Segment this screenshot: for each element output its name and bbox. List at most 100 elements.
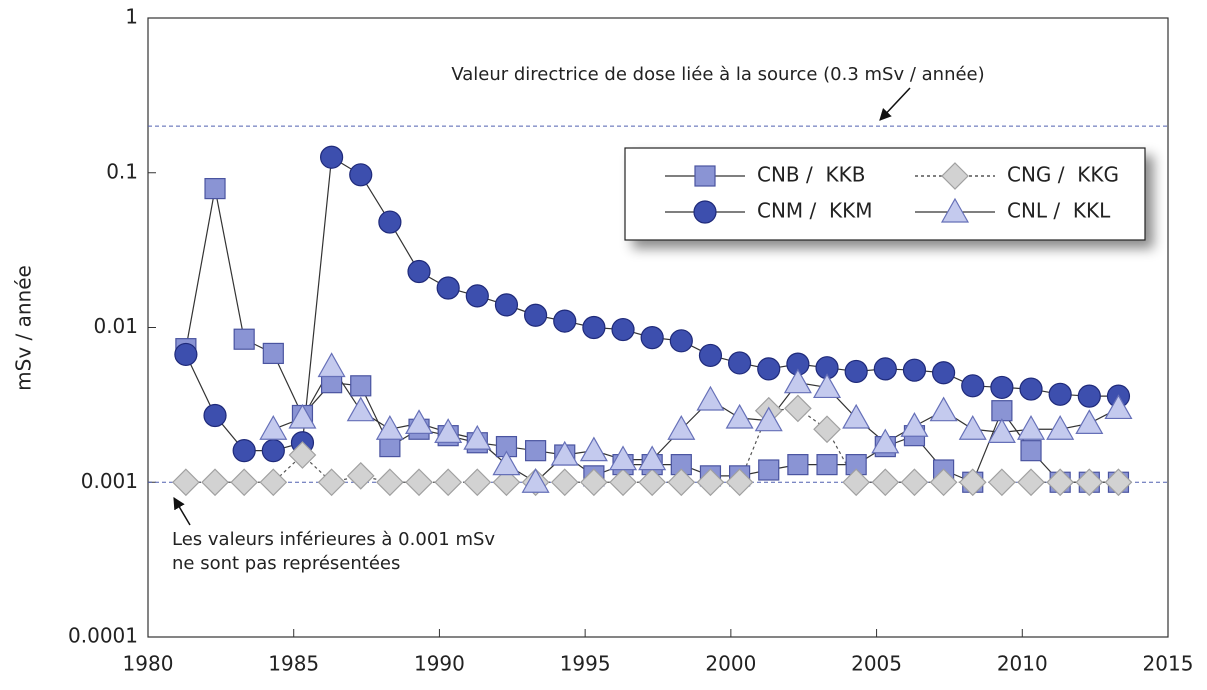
marker	[261, 439, 285, 463]
marker	[727, 351, 752, 375]
marker	[262, 342, 284, 365]
marker	[990, 375, 1014, 400]
marker	[871, 428, 900, 454]
marker	[900, 412, 929, 437]
marker	[1019, 377, 1043, 401]
marker	[931, 361, 956, 385]
marker	[696, 468, 725, 497]
marker	[463, 424, 492, 450]
marker	[816, 454, 838, 476]
marker	[609, 445, 638, 471]
marker	[813, 415, 841, 444]
marker	[407, 259, 431, 284]
marker	[611, 317, 635, 342]
marker	[553, 309, 577, 333]
marker	[725, 468, 754, 497]
marker	[346, 396, 375, 422]
marker	[230, 468, 259, 497]
marker	[871, 468, 900, 497]
marker	[958, 468, 987, 497]
marker	[757, 357, 781, 381]
marker	[1077, 384, 1101, 408]
marker	[465, 284, 489, 308]
marker	[783, 368, 812, 394]
x-tick-label: 1990	[414, 652, 465, 676]
marker	[754, 406, 783, 432]
marker	[961, 374, 985, 398]
marker	[900, 468, 929, 497]
legend-label: CNL / KKL	[1007, 199, 1111, 223]
marker	[698, 343, 723, 368]
marker	[1104, 468, 1133, 497]
marker	[1020, 440, 1042, 462]
marker	[940, 197, 970, 223]
annotation: Valeur directrice de dose liée à la sour…	[451, 64, 984, 85]
marker	[492, 468, 521, 497]
marker	[288, 403, 317, 429]
marker	[405, 468, 433, 497]
marker	[693, 200, 717, 224]
x-tick-label: 1985	[268, 652, 319, 676]
marker	[696, 385, 725, 411]
x-tick-label: 1995	[560, 652, 611, 676]
marker	[320, 145, 344, 169]
marker	[204, 177, 226, 200]
marker	[550, 468, 579, 497]
marker	[494, 293, 519, 317]
y-tick-label: 1	[125, 5, 138, 29]
legend-box	[624, 147, 1146, 241]
y-tick-label: 0.001	[81, 469, 138, 493]
marker	[694, 165, 716, 187]
legend-label: CNM / KKM	[757, 199, 872, 223]
marker	[1075, 409, 1104, 435]
y-axis-label: mSv / année	[12, 265, 36, 391]
arrow	[879, 87, 911, 121]
marker	[929, 396, 958, 422]
marker	[317, 468, 346, 497]
marker	[725, 403, 754, 429]
marker	[1017, 415, 1046, 440]
marker	[991, 400, 1013, 422]
marker	[434, 418, 463, 443]
marker	[1017, 468, 1045, 497]
marker	[988, 468, 1016, 497]
marker	[174, 342, 198, 367]
marker	[667, 415, 696, 440]
marker	[873, 357, 897, 381]
marker	[201, 468, 229, 497]
marker	[524, 440, 547, 462]
marker	[787, 454, 809, 476]
marker	[463, 468, 492, 497]
y-tick-label: 0.01	[93, 314, 138, 338]
marker	[609, 468, 637, 497]
marker	[346, 461, 375, 490]
marker	[580, 468, 608, 497]
marker	[813, 373, 842, 399]
marker	[492, 450, 521, 476]
marker	[1046, 468, 1075, 497]
x-tick-label: 2015	[1143, 652, 1194, 676]
marker	[232, 439, 256, 463]
marker	[1075, 468, 1104, 497]
annotation: Les valeurs inférieures à 0.001 mSv	[172, 529, 495, 550]
marker	[941, 162, 969, 190]
marker	[288, 441, 317, 469]
marker	[902, 358, 927, 382]
marker	[784, 394, 812, 423]
x-tick-label: 1980	[123, 652, 174, 676]
marker	[842, 403, 871, 429]
marker	[1046, 415, 1075, 440]
x-tick-label: 2000	[705, 652, 756, 676]
marker	[929, 468, 958, 497]
marker	[842, 468, 871, 497]
marker	[667, 468, 696, 497]
marker	[434, 468, 463, 497]
marker	[640, 326, 664, 350]
x-tick-label: 2005	[851, 652, 902, 676]
marker	[349, 163, 373, 187]
marker	[579, 436, 608, 462]
marker	[582, 315, 606, 340]
marker	[1104, 394, 1133, 420]
marker	[405, 409, 434, 435]
